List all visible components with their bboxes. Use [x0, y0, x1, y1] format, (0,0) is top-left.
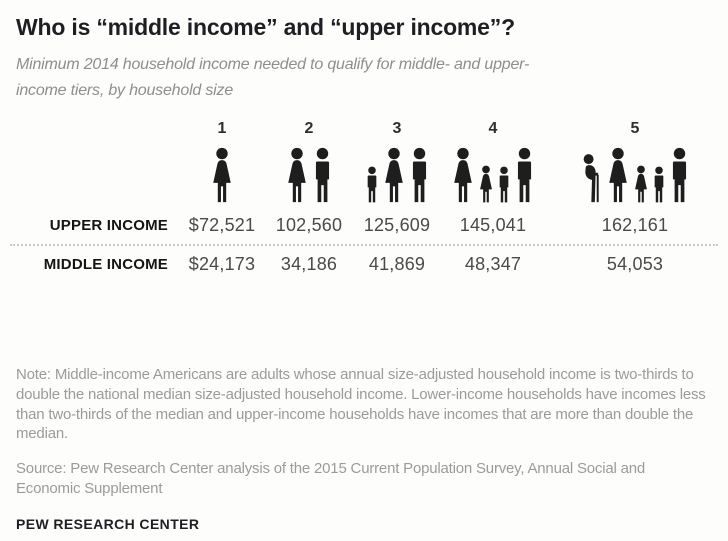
- woman-icon: [210, 147, 234, 203]
- man-icon: [669, 147, 690, 203]
- boy-icon: [652, 166, 666, 203]
- middle-income-value: 54,053: [606, 253, 664, 274]
- middle-income-row-label: MIDDLE INCOME: [43, 255, 168, 273]
- upper-income-value: 162,161: [601, 214, 669, 235]
- middle-income-value: $24,173: [188, 253, 256, 274]
- woman-icon: [382, 147, 406, 203]
- household-size-label: 3: [392, 119, 402, 137]
- note-text: Note: Middle-income Americans are adults…: [16, 365, 706, 443]
- dotted-divider: [10, 243, 718, 246]
- household-icons-row: [16, 143, 712, 203]
- woman-icon: [451, 147, 475, 203]
- household-icon-group-3: [350, 143, 444, 203]
- man-icon: [514, 147, 535, 203]
- pew-research-center-branding: PEW RESEARCH CENTER: [16, 516, 200, 533]
- source-text: Source: Pew Research Center analysis of …: [16, 460, 646, 498]
- household-icon-group-4: [444, 143, 542, 203]
- man-icon: [312, 147, 333, 203]
- chart-subtitle: Minimum 2014 household income needed to …: [16, 56, 530, 100]
- upper-income-value: 145,041: [459, 214, 527, 235]
- woman-icon: [606, 147, 630, 203]
- household-icon-group-2: [268, 143, 350, 203]
- household-icon-group-1: [176, 143, 268, 203]
- girl-icon: [478, 165, 494, 203]
- upper-income-row: UPPER INCOME $72,521 102,560 125,609 145…: [16, 203, 712, 244]
- middle-income-value: 48,347: [464, 253, 522, 274]
- household-size-label: 4: [488, 119, 498, 137]
- middle-income-row: MIDDLE INCOME $24,173 34,186 41,869 48,3…: [16, 246, 712, 285]
- middle-income-value: 41,869: [368, 253, 426, 274]
- upper-income-value: 102,560: [275, 214, 343, 235]
- household-icon-group-5: [542, 143, 728, 203]
- upper-income-row-label: UPPER INCOME: [49, 216, 168, 234]
- upper-income-value: $72,521: [188, 214, 256, 235]
- household-size-row: 1 2 3 4 5: [16, 120, 712, 142]
- household-size-label: 1: [217, 119, 227, 137]
- chart-title: Who is “middle income” and “upper income…: [16, 14, 515, 40]
- boy-icon: [365, 166, 379, 203]
- income-table: 1 2 3 4 5: [10, 120, 718, 285]
- man-icon: [409, 147, 430, 203]
- elderly-person-icon: [580, 150, 603, 203]
- upper-income-value: 125,609: [363, 214, 431, 235]
- girl-icon: [633, 165, 649, 203]
- woman-icon: [285, 147, 309, 203]
- household-size-label: 2: [304, 119, 314, 137]
- household-size-label: 5: [630, 119, 640, 137]
- boy-icon: [497, 166, 511, 203]
- middle-income-value: 34,186: [280, 253, 338, 274]
